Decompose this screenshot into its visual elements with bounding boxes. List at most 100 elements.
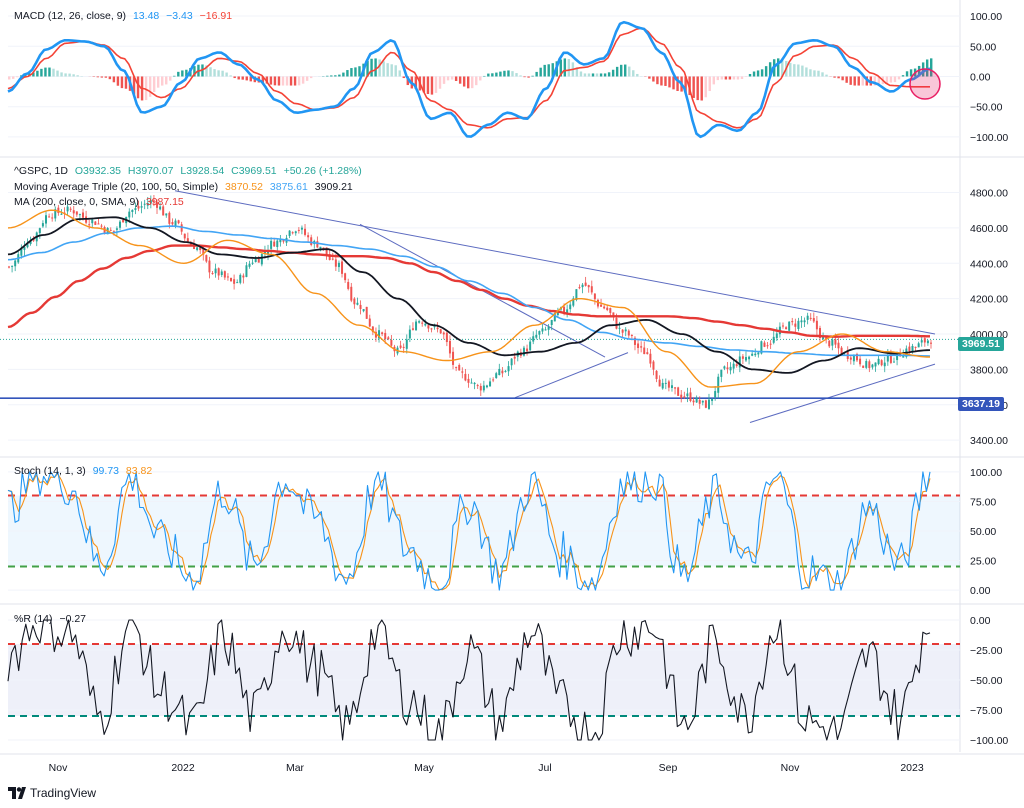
macd-histogram-bar [599, 73, 603, 77]
macd-histogram-bar [181, 70, 184, 77]
candle-body [122, 219, 125, 223]
candle-body [168, 212, 171, 224]
candle-body [149, 200, 152, 204]
macd-histogram-bar [889, 76, 893, 83]
highlight-circle [909, 68, 941, 100]
candle-body [880, 360, 883, 366]
candle-body [57, 207, 60, 214]
candle-body [479, 385, 482, 391]
macd-histogram-bar [60, 72, 63, 77]
macd-histogram-bar [16, 76, 19, 78]
y-tick-label: −100.00 [970, 132, 1008, 144]
candle-body [236, 282, 239, 284]
candle-body [257, 258, 260, 263]
change-value: +50.26 (+1.28%) [283, 165, 362, 177]
macd-histogram-bar [696, 76, 699, 101]
candle-body [930, 342, 932, 344]
candle-body [371, 326, 374, 333]
wr-value: −0.27 [59, 613, 87, 625]
candle-body [316, 241, 319, 248]
macd-histogram-bar [96, 76, 99, 78]
candle-body [596, 299, 599, 307]
macd-histogram-bar [897, 76, 901, 80]
tradingview-logo[interactable]: TradingView [8, 786, 96, 800]
candle-body [146, 202, 149, 206]
candle-body [374, 331, 377, 338]
candle-body [91, 219, 94, 224]
macd-histogram-bar [434, 76, 438, 93]
macd-histogram-bar [793, 64, 796, 77]
y-tick-label: 4400.00 [970, 258, 1008, 270]
candle-body [199, 247, 202, 251]
candle-body [532, 336, 535, 342]
macd-histogram-bar [708, 76, 711, 92]
candle-body [415, 321, 418, 331]
candle-body [455, 367, 458, 369]
macd-histogram-bar [52, 68, 55, 77]
candle-body [911, 345, 914, 352]
macd-histogram-bar [527, 76, 530, 78]
candle-body [550, 319, 553, 326]
candle-body [310, 237, 313, 245]
candle-body [72, 210, 75, 214]
candle-body [245, 265, 248, 277]
macd-histogram-bar [334, 75, 337, 77]
candle-body [220, 271, 223, 275]
macd-histogram-bar [116, 76, 120, 86]
candle-body [812, 318, 815, 322]
macd-histogram-bar [591, 73, 595, 77]
candle-body [766, 345, 769, 347]
macd-histogram-bar [217, 70, 220, 77]
candle-body [356, 302, 359, 305]
macd-histogram-bar [426, 76, 430, 95]
candle-body [871, 364, 874, 368]
macd-histogram-bar [676, 76, 679, 91]
candle-body [347, 281, 350, 289]
macd-histogram-bar [330, 75, 333, 77]
candle-body [45, 215, 48, 224]
candle-body [405, 339, 408, 349]
macd-histogram-bar [503, 70, 506, 77]
candle-body [304, 228, 307, 235]
macd-histogram-bar [841, 76, 844, 81]
y-tick-label: −75.00 [970, 705, 1003, 717]
x-tick-label: May [414, 762, 435, 774]
stoch-name: Stoch (14, 1, 3) [14, 465, 86, 477]
macd-histogram-bar [632, 70, 635, 77]
candle-body [723, 366, 726, 369]
macd-histogram-bar [704, 76, 707, 98]
macd-histogram-bar [543, 64, 546, 77]
candle-body [359, 304, 362, 309]
macd-histogram-bar [265, 76, 269, 84]
candle-body [368, 318, 371, 327]
macd-histogram-bar [535, 71, 538, 77]
macd-histogram-bar [241, 76, 244, 80]
candle-body [513, 356, 516, 359]
macd-histogram-bar [100, 76, 104, 78]
candle-body [818, 327, 821, 338]
candle-body [334, 259, 337, 267]
macd-histogram-bar [809, 69, 812, 77]
candle-body [825, 335, 828, 340]
price-legend-row2: Moving Average Triple (20, 100, 50, Simp… [14, 181, 357, 194]
candle-body [646, 352, 649, 355]
candle-body [609, 308, 612, 313]
candle-body [711, 398, 714, 401]
candle-body [735, 364, 738, 367]
candle-body [920, 340, 923, 343]
y-tick-label: 4600.00 [970, 223, 1008, 235]
candle-body [390, 339, 393, 346]
candle-body [186, 238, 189, 243]
candle-body [806, 315, 809, 320]
candle-body [94, 221, 97, 225]
macd-histogram-bar [684, 76, 687, 93]
macd-histogram-bar [56, 70, 59, 77]
y-tick-label: 3400.00 [970, 435, 1008, 447]
candle-body [689, 392, 692, 401]
x-tick-label: Jul [538, 762, 551, 774]
stoch-legend: Stoch (14, 1, 3) 99.73 83.82 [14, 465, 156, 478]
macd-histogram-bar [289, 76, 293, 86]
macd-histogram-bar [72, 74, 75, 77]
candle-body [541, 328, 544, 332]
